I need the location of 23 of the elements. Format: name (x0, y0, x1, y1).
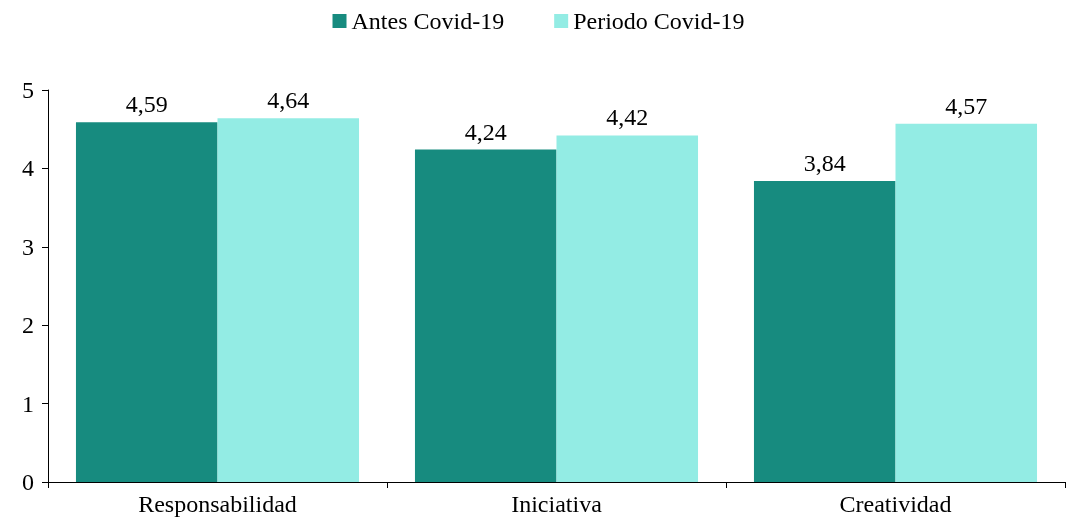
y-tick-label: 0 (22, 469, 34, 495)
data-label: 4,57 (945, 92, 988, 119)
y-tick-label: 5 (22, 77, 34, 103)
x-tick-label: Responsabilidad (138, 491, 297, 517)
bar (895, 123, 1038, 482)
legend-label: Periodo Covid-19 (573, 8, 745, 34)
data-label: 4,42 (606, 104, 649, 131)
y-tick-label: 3 (22, 233, 34, 260)
data-label: 3,84 (803, 149, 846, 176)
x-tick-label: Creatividad (839, 491, 952, 517)
bar (753, 180, 896, 482)
x-tick-label: Iniciativa (511, 491, 603, 517)
y-tick-label: 4 (22, 155, 34, 182)
bar (556, 135, 699, 482)
bar (217, 118, 360, 482)
data-label: 4,64 (267, 87, 310, 114)
y-tick-label: 2 (22, 312, 34, 339)
data-label: 4,24 (464, 118, 507, 145)
data-label: 4,59 (125, 91, 168, 118)
bar (75, 122, 218, 482)
bar (414, 149, 557, 482)
legend-label: Antes Covid-19 (351, 8, 505, 34)
y-tick-label: 1 (22, 390, 34, 417)
